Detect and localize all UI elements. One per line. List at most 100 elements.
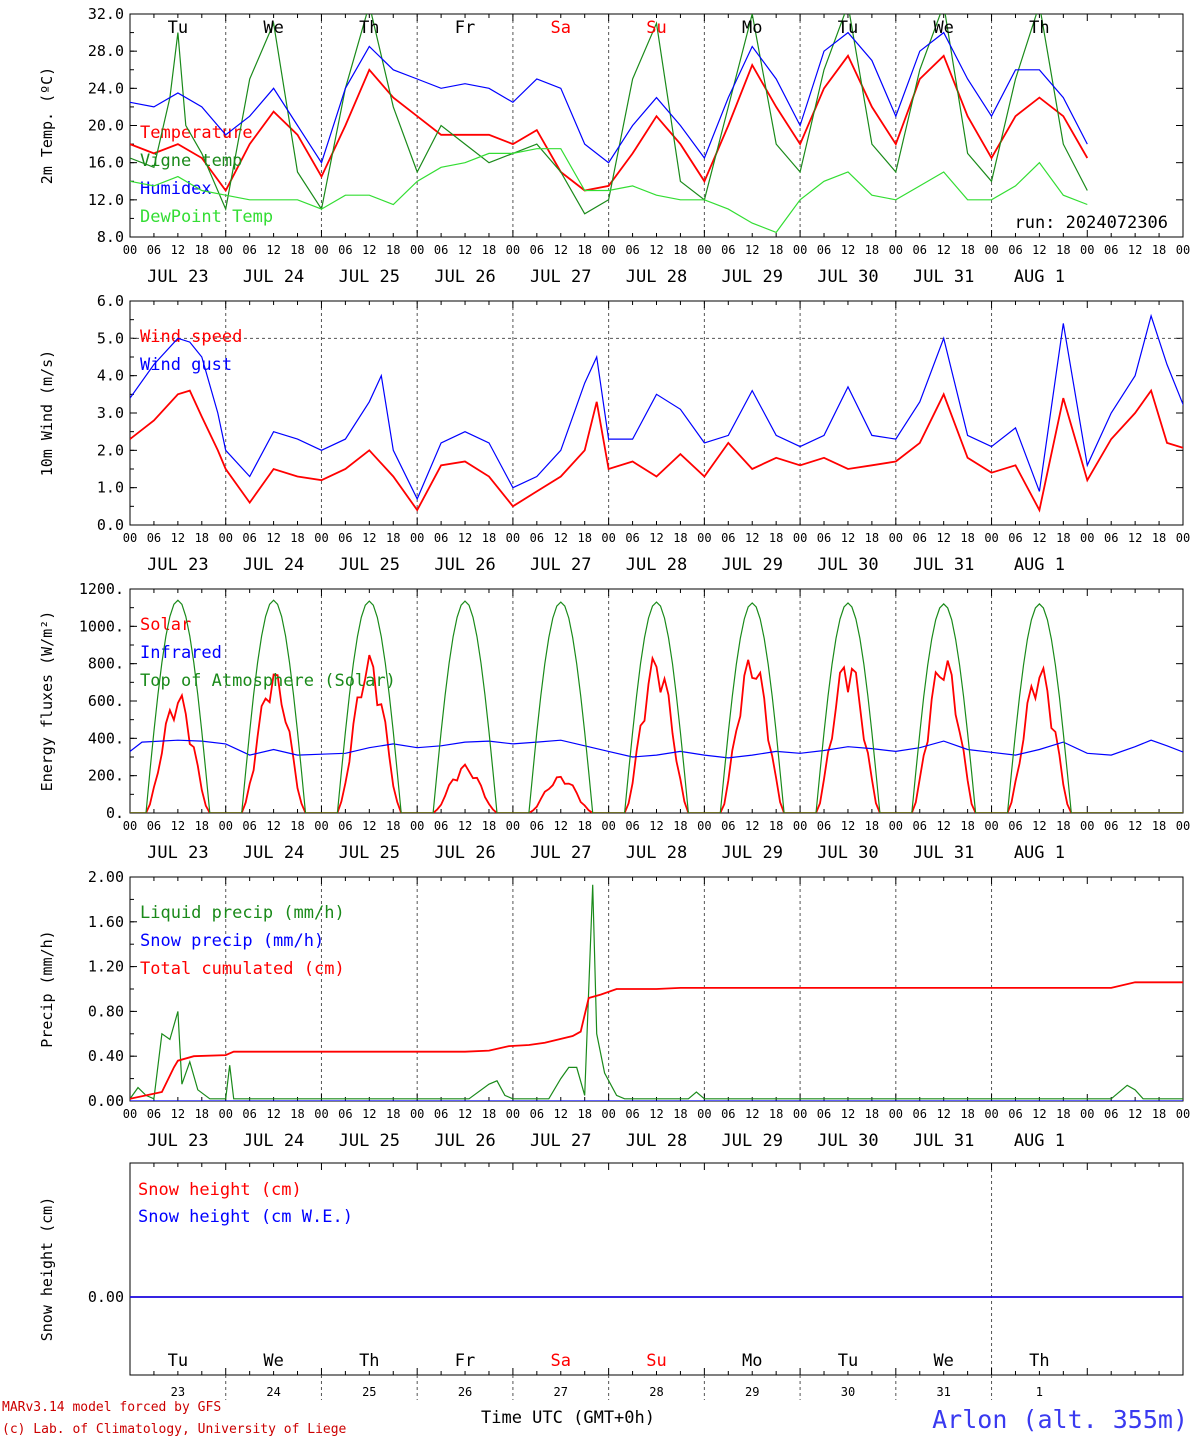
hour-tick-label: 18 bbox=[1056, 819, 1070, 833]
hour-tick-label: 12 bbox=[745, 1107, 759, 1121]
hour-tick-label: 12 bbox=[362, 819, 376, 833]
weekday-label: Mo bbox=[742, 18, 762, 38]
date-label: JUL 27 bbox=[530, 267, 591, 287]
hour-tick-label: 06 bbox=[1104, 531, 1118, 545]
footer: MARv3.14 model forced by GFS (c) Lab. of… bbox=[2, 1400, 1188, 1437]
panel-snow: 0.00 Snow height (cm) Snow height (cm) Snow… bbox=[38, 1162, 1184, 1400]
y-axis-label: Energy fluxes (W/m²) bbox=[38, 611, 56, 792]
date-label: JUL 26 bbox=[434, 267, 495, 287]
hour-tick-label: 12 bbox=[649, 1107, 663, 1121]
weekday-label: Sa bbox=[551, 1351, 571, 1371]
hour-tick-label: 18 bbox=[290, 819, 304, 833]
hour-tick-label: 12 bbox=[1032, 819, 1046, 833]
hour-tick-label: 18 bbox=[290, 243, 304, 257]
hour-tick-label: 06 bbox=[625, 531, 639, 545]
hour-tick-label: 12 bbox=[554, 531, 568, 545]
y-tick-label: 200. bbox=[88, 767, 124, 785]
weekday-label: Th bbox=[1029, 1351, 1049, 1371]
hour-tick-label: 00 bbox=[1176, 531, 1190, 545]
y-tick-label: 3.0 bbox=[97, 404, 124, 422]
hour-tick-label: 06 bbox=[434, 531, 448, 545]
series-line-dewpoint-temp bbox=[130, 148, 1088, 234]
lab-credit: (c) Lab. of Climatology, University of L… bbox=[2, 1422, 347, 1437]
hour-tick-label: 12 bbox=[841, 819, 855, 833]
plot-frame bbox=[129, 300, 1184, 526]
date-label: JUL 24 bbox=[243, 1131, 304, 1151]
day-number-label: 23 bbox=[171, 1385, 185, 1399]
hour-tick-label: 12 bbox=[841, 1107, 855, 1121]
date-label: JUL 25 bbox=[339, 267, 400, 287]
hour-tick-label: 06 bbox=[721, 243, 735, 257]
date-label: JUL 25 bbox=[339, 1131, 400, 1151]
series-line-wind-speed bbox=[130, 388, 1183, 513]
y-tick-label: 1000. bbox=[79, 617, 124, 635]
hour-tick-label: 12 bbox=[266, 819, 280, 833]
hour-tick-label: 06 bbox=[434, 819, 448, 833]
day-number-label: 25 bbox=[362, 1385, 376, 1399]
hour-tick-label: 18 bbox=[1152, 819, 1166, 833]
hour-tick-label: 12 bbox=[936, 531, 950, 545]
hour-tick-label: 18 bbox=[769, 243, 783, 257]
hour-tick-label: 00 bbox=[314, 1107, 328, 1121]
weekday-label: Tu bbox=[168, 1351, 188, 1371]
hour-tick-label: 00 bbox=[889, 243, 903, 257]
hour-tick-label: 06 bbox=[1008, 531, 1022, 545]
hour-tick-label: 00 bbox=[601, 819, 615, 833]
y-tick-label: 20.0 bbox=[88, 117, 124, 135]
series-line-liquid-precip-mm-h- bbox=[130, 884, 1183, 1100]
date-label: JUL 30 bbox=[817, 1131, 878, 1151]
legend-total-cumulated-cm-: Total cumulated (cm) bbox=[140, 959, 345, 979]
hour-tick-label: 00 bbox=[601, 1107, 615, 1121]
hour-tick-label: 18 bbox=[195, 243, 209, 257]
hour-tick-label: 18 bbox=[865, 243, 879, 257]
hour-tick-label: 00 bbox=[506, 1107, 520, 1121]
y-tick-label: 0.80 bbox=[88, 1002, 124, 1020]
hour-tick-label: 00 bbox=[984, 531, 998, 545]
day-number-label: 28 bbox=[649, 1385, 663, 1399]
hour-tick-label: 00 bbox=[410, 531, 424, 545]
date-label: JUL 28 bbox=[626, 1131, 687, 1151]
hour-tick-label: 12 bbox=[266, 1107, 280, 1121]
weekday-label: Tu bbox=[168, 18, 188, 38]
hour-tick-label: 18 bbox=[290, 1107, 304, 1121]
hour-tick-label: 18 bbox=[1152, 243, 1166, 257]
hour-tick-label: 18 bbox=[673, 819, 687, 833]
legend-snow-height-cm-: Snow height (cm) bbox=[138, 1180, 302, 1200]
hour-tick-label: 06 bbox=[913, 819, 927, 833]
hour-tick-label: 12 bbox=[1128, 531, 1142, 545]
panel-energy: 0. 200. 400. 600. 800. 1000. 1200. Energy fluxe… bbox=[38, 580, 1190, 863]
date-label: JUL 27 bbox=[530, 1131, 591, 1151]
legend-top-of-atmosphere-solar-: Top of Atmosphere (Solar) bbox=[140, 671, 396, 691]
date-label: JUL 23 bbox=[147, 555, 208, 575]
hour-tick-label: 18 bbox=[673, 531, 687, 545]
hour-tick-label: 12 bbox=[266, 243, 280, 257]
weekday-label: We bbox=[263, 18, 283, 38]
date-label: JUL 31 bbox=[913, 267, 974, 287]
hour-tick-label: 00 bbox=[1080, 1107, 1094, 1121]
hour-tick-label: 12 bbox=[1128, 819, 1142, 833]
hour-tick-label: 12 bbox=[649, 819, 663, 833]
hour-tick-label: 06 bbox=[242, 1107, 256, 1121]
legend-wind-speed: Wind speed bbox=[140, 327, 242, 347]
hour-tick-label: 18 bbox=[482, 819, 496, 833]
panel-precip: 0.00 0.40 0.80 1.20 1.60 2.00 Precip (mm/h) Liq… bbox=[38, 868, 1190, 1151]
hour-tick-label: 18 bbox=[1056, 531, 1070, 545]
day-number-label: 26 bbox=[458, 1385, 472, 1399]
hour-tick-label: 06 bbox=[1008, 819, 1022, 833]
y-tick-label: 600. bbox=[88, 692, 124, 710]
hour-tick-label: 06 bbox=[530, 819, 544, 833]
series-line-vigne-temp bbox=[130, 14, 1088, 215]
date-label: JUL 28 bbox=[626, 267, 687, 287]
hour-tick-label: 00 bbox=[697, 243, 711, 257]
weekday-label: Th bbox=[359, 1351, 379, 1371]
date-label: AUG 1 bbox=[1014, 1131, 1065, 1151]
y-tick-label: 28.0 bbox=[88, 42, 124, 60]
day-number-label: 24 bbox=[266, 1385, 280, 1399]
date-label: JUL 24 bbox=[243, 267, 304, 287]
hour-tick-label: 06 bbox=[625, 243, 639, 257]
chart-panels: 8.012.016.020.024.028.032.02m Temp. (ºC)… bbox=[38, 5, 1190, 1400]
date-label: JUL 25 bbox=[339, 555, 400, 575]
series-line-top-of-atmosphere-solar- bbox=[130, 599, 1183, 813]
hour-tick-label: 12 bbox=[266, 531, 280, 545]
hour-tick-label: 12 bbox=[745, 819, 759, 833]
